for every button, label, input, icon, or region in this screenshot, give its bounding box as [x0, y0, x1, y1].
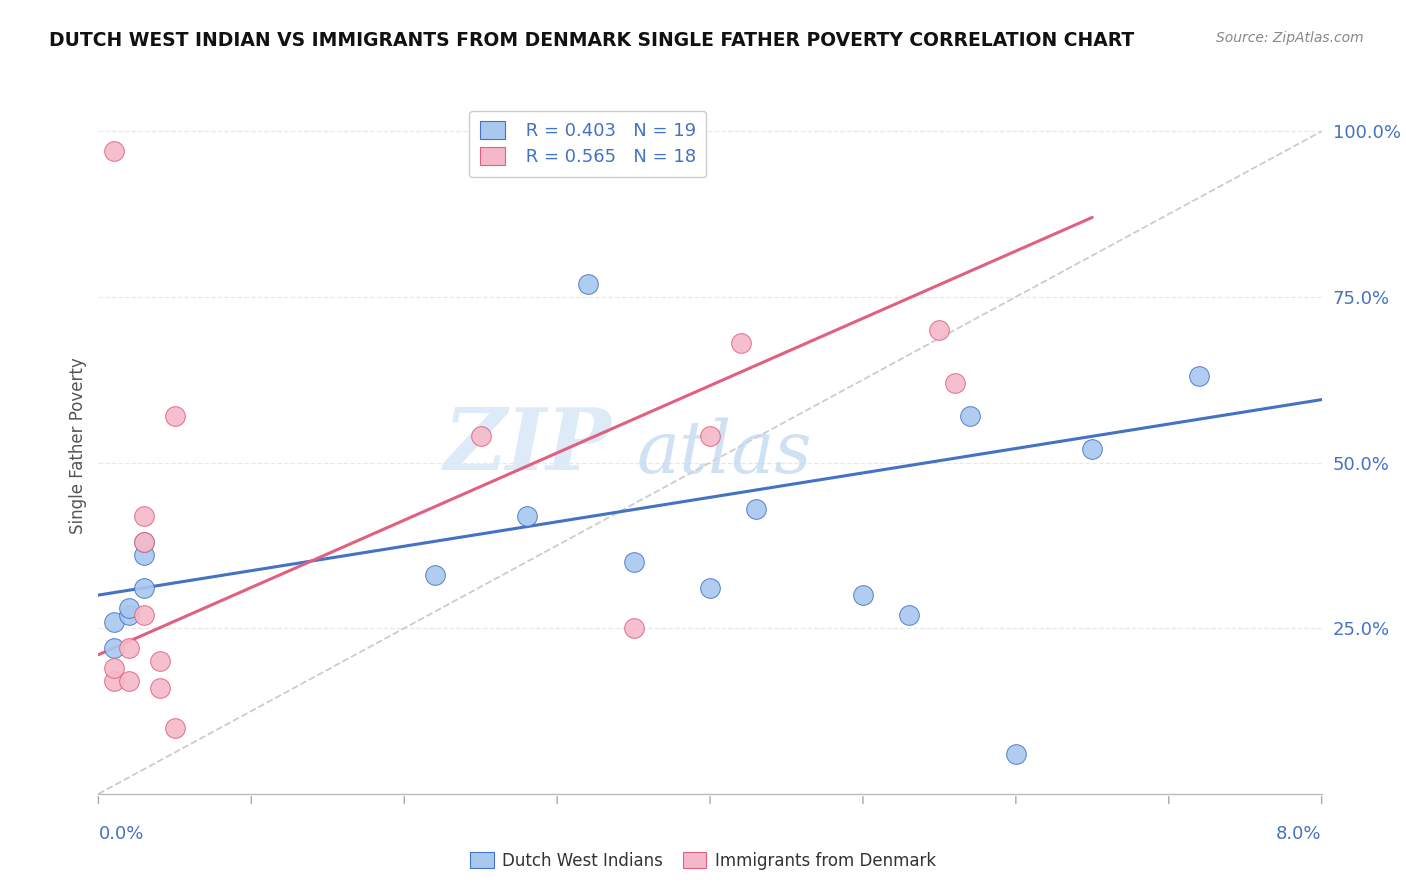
Point: [470, 429, 492, 443]
Point: [103, 661, 125, 675]
Point: [163, 721, 186, 735]
Y-axis label: Single Father Poverty: Single Father Poverty: [69, 358, 87, 534]
Point: [928, 323, 950, 337]
Point: [134, 535, 156, 549]
Point: [134, 607, 156, 622]
Point: [1004, 747, 1026, 761]
Point: [1188, 369, 1211, 384]
Point: [149, 681, 172, 695]
Point: [103, 641, 125, 656]
Point: [103, 615, 125, 629]
Point: [623, 555, 645, 569]
Point: [943, 376, 966, 390]
Point: [163, 409, 186, 424]
Legend: Dutch West Indians, Immigrants from Denmark: Dutch West Indians, Immigrants from Denm…: [464, 846, 942, 877]
Point: [149, 654, 172, 668]
Text: ZIP: ZIP: [444, 404, 612, 488]
Point: [103, 144, 125, 158]
Point: [134, 535, 156, 549]
Point: [1081, 442, 1104, 457]
Point: [118, 607, 141, 622]
Point: [897, 607, 920, 622]
Point: [699, 429, 721, 443]
Point: [118, 601, 141, 615]
Point: [852, 588, 875, 602]
Point: [134, 508, 156, 523]
Point: [699, 582, 721, 596]
Point: [730, 336, 752, 351]
Point: [118, 674, 141, 689]
Legend:  R = 0.403   N = 19,  R = 0.565   N = 18: R = 0.403 N = 19, R = 0.565 N = 18: [470, 111, 706, 178]
Point: [745, 502, 768, 516]
Point: [423, 568, 446, 582]
Text: Source: ZipAtlas.com: Source: ZipAtlas.com: [1216, 31, 1364, 45]
Point: [623, 621, 645, 635]
Point: [576, 277, 599, 291]
Point: [516, 508, 538, 523]
Text: DUTCH WEST INDIAN VS IMMIGRANTS FROM DENMARK SINGLE FATHER POVERTY CORRELATION C: DUTCH WEST INDIAN VS IMMIGRANTS FROM DEN…: [49, 31, 1135, 50]
Text: atlas: atlas: [637, 417, 813, 488]
Point: [118, 641, 141, 656]
Text: 0.0%: 0.0%: [98, 825, 143, 843]
Point: [134, 549, 156, 563]
Point: [959, 409, 981, 424]
Point: [103, 674, 125, 689]
Point: [134, 582, 156, 596]
Text: 8.0%: 8.0%: [1277, 825, 1322, 843]
